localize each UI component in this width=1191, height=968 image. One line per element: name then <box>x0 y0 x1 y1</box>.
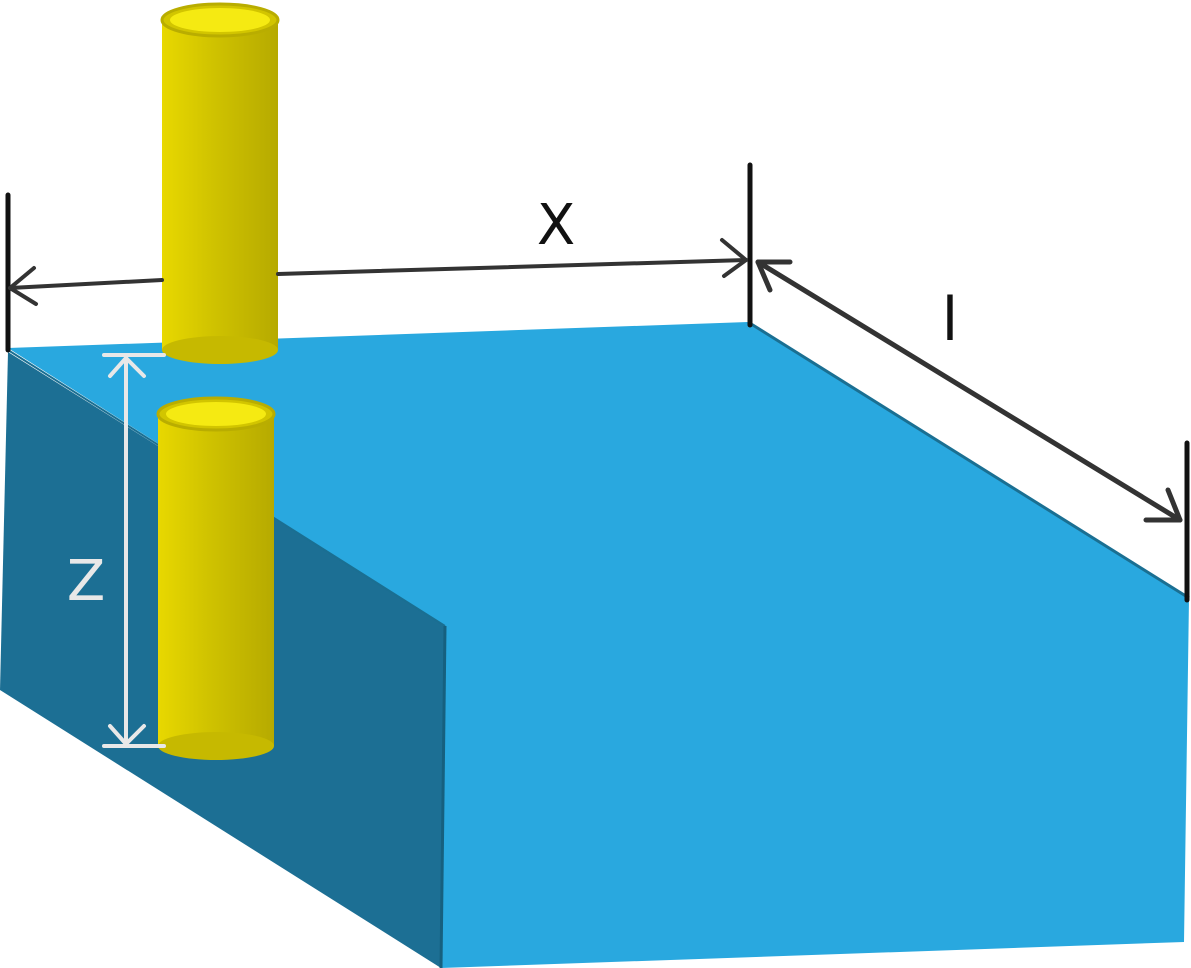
l-dimension-label: l <box>942 285 959 355</box>
x-dimension-label: X <box>537 193 575 258</box>
z-arrowhead-top <box>108 356 146 378</box>
tool-cylinder-upper <box>160 2 280 364</box>
z-arrowhead-bottom <box>108 724 146 746</box>
block-edge-line <box>439 625 447 968</box>
block-top-face <box>8 322 1189 968</box>
x-dimension-line-left <box>8 278 164 290</box>
x-dimension-line-right <box>276 258 748 276</box>
x-arrowhead-right <box>720 238 748 278</box>
l-dimension-line <box>755 259 1183 523</box>
l-arrowhead-top <box>755 259 793 293</box>
x-arrowhead-left <box>8 266 38 306</box>
block-edge-line <box>747 320 1190 600</box>
l-dimension <box>755 259 1190 603</box>
x-dimension <box>5 162 753 353</box>
l-arrowhead-bottom <box>1143 487 1183 523</box>
z-dimension-label: Z <box>67 549 105 614</box>
z-dimension <box>102 353 166 748</box>
tool-cylinder-lower <box>156 396 276 760</box>
